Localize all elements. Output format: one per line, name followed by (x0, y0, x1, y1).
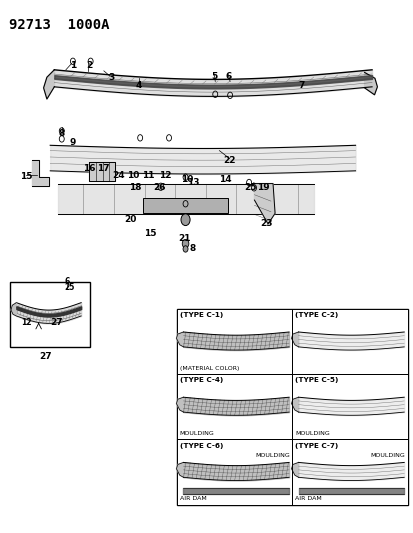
Text: 7: 7 (298, 81, 304, 90)
Text: (TYPE C-1): (TYPE C-1) (179, 312, 223, 318)
Text: 17: 17 (97, 164, 109, 173)
Bar (10, 282, 90, 348)
Text: 23: 23 (260, 220, 273, 229)
Text: 15: 15 (143, 229, 156, 238)
Polygon shape (11, 303, 17, 316)
Bar (292, 374, 406, 439)
Text: 26: 26 (153, 183, 165, 192)
Text: 12: 12 (21, 318, 31, 327)
Text: 13: 13 (186, 178, 199, 187)
Text: 6: 6 (225, 71, 231, 80)
Text: 92713  1000A: 92713 1000A (9, 18, 109, 31)
Text: (TYPE C-4): (TYPE C-4) (179, 377, 223, 383)
Polygon shape (89, 162, 115, 181)
Circle shape (183, 246, 188, 252)
Text: 2: 2 (86, 61, 93, 70)
Text: 18: 18 (128, 183, 141, 192)
Text: (MATERIAL COLOR): (MATERIAL COLOR) (179, 366, 239, 371)
Text: 1: 1 (70, 61, 76, 70)
Text: MOULDING: MOULDING (369, 453, 404, 458)
Text: 11: 11 (142, 171, 154, 180)
Text: 14: 14 (219, 175, 231, 184)
Text: MOULDING: MOULDING (179, 431, 214, 437)
Text: 10: 10 (127, 171, 140, 180)
Polygon shape (291, 463, 298, 478)
Text: 9: 9 (69, 138, 76, 147)
Text: 8: 8 (59, 129, 65, 138)
Text: 16: 16 (83, 164, 95, 173)
Text: (TYPE C-5): (TYPE C-5) (294, 377, 337, 383)
Text: 19: 19 (256, 183, 269, 192)
Text: 25: 25 (244, 183, 256, 192)
Text: 10: 10 (180, 175, 193, 184)
Polygon shape (43, 70, 54, 99)
Text: 25: 25 (65, 283, 75, 292)
Polygon shape (254, 183, 274, 224)
Circle shape (182, 239, 188, 248)
Text: 20: 20 (124, 215, 137, 224)
Bar (177, 309, 406, 505)
Text: 8: 8 (189, 245, 195, 254)
Polygon shape (364, 72, 377, 95)
Polygon shape (176, 332, 183, 347)
Text: 27: 27 (50, 318, 62, 327)
Text: 6: 6 (64, 277, 69, 286)
Circle shape (180, 214, 190, 225)
Text: MOULDING: MOULDING (254, 453, 289, 458)
Polygon shape (291, 397, 298, 412)
Text: 4: 4 (135, 81, 142, 90)
Polygon shape (176, 397, 183, 412)
Text: 3: 3 (108, 73, 114, 82)
Text: 5: 5 (211, 71, 217, 80)
Bar (143, 198, 227, 213)
Text: 15: 15 (20, 172, 33, 181)
Text: (TYPE C-7): (TYPE C-7) (294, 442, 337, 449)
Polygon shape (31, 160, 49, 185)
Polygon shape (176, 463, 183, 478)
Text: AIR DAM: AIR DAM (179, 496, 206, 502)
Text: (TYPE C-2): (TYPE C-2) (294, 312, 337, 318)
Text: 27: 27 (39, 352, 52, 360)
Bar (292, 309, 406, 374)
Bar (292, 439, 406, 505)
Text: AIR DAM: AIR DAM (294, 496, 321, 502)
Text: 12: 12 (158, 171, 171, 180)
Circle shape (157, 183, 163, 190)
Bar (177, 309, 292, 374)
Text: 22: 22 (223, 156, 235, 165)
Text: 21: 21 (178, 235, 190, 244)
Bar (177, 439, 292, 505)
Text: MOULDING: MOULDING (294, 431, 329, 437)
Text: (TYPE C-6): (TYPE C-6) (179, 442, 223, 449)
Bar (177, 374, 292, 439)
Polygon shape (291, 332, 298, 347)
Text: 24: 24 (112, 171, 124, 180)
